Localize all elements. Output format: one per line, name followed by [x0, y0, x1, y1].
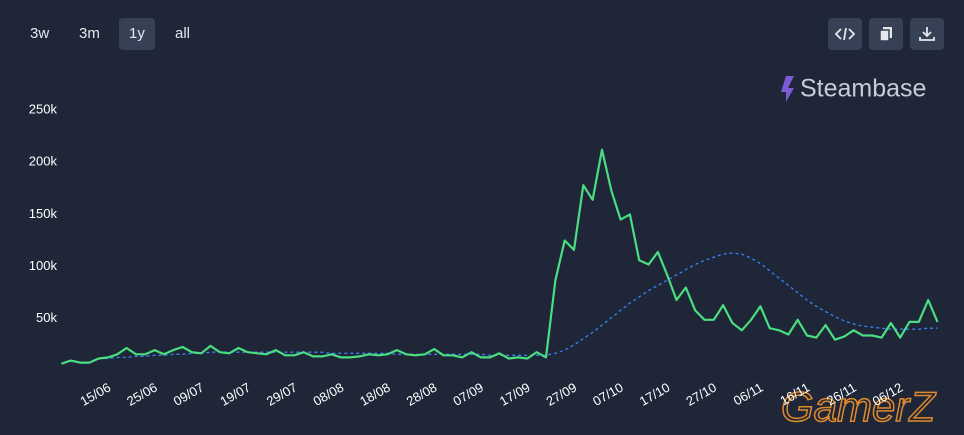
x-tick-label: 29/07 [264, 380, 300, 409]
line [98, 252, 938, 360]
x-tick-label: 16/11 [777, 380, 812, 409]
range-button[interactable]: 1y [119, 18, 155, 50]
x-tick-label: 09/07 [171, 380, 207, 409]
line [61, 148, 939, 365]
download-button[interactable] [910, 18, 944, 50]
x-tick-label: 28/08 [404, 380, 440, 409]
x-tick-label: 15/06 [78, 380, 114, 409]
x-tick-label: 26/11 [824, 380, 859, 409]
x-tick-label: 27/09 [544, 380, 580, 409]
y-tick-label: 150k [29, 206, 58, 221]
y-tick-label: 200k [29, 154, 58, 169]
icon [834, 27, 856, 41]
icon [919, 27, 935, 41]
x-tick-label: 08/08 [311, 380, 347, 409]
x-tick-label: 07/10 [590, 380, 626, 409]
x-tick-label: 07/09 [450, 380, 486, 409]
y-tick-label: 250k [29, 101, 58, 116]
range-button[interactable]: all [175, 25, 191, 42]
x-tick-label: 25/06 [124, 380, 160, 409]
x-tick-label: 17/09 [497, 380, 533, 409]
x-tick-label: 06/12 [870, 380, 906, 409]
logo: Steambase [800, 75, 926, 103]
range-button[interactable]: 3w [30, 25, 50, 42]
x-tick-label: 19/07 [217, 380, 253, 409]
copy-button[interactable] [869, 18, 903, 50]
watermark: GamerZ [781, 383, 936, 430]
embed-button[interactable] [828, 18, 862, 50]
y-tick-label: 50k [36, 310, 57, 325]
x-tick-label: 06/11 [731, 380, 766, 409]
logo-icon [781, 76, 794, 102]
x-tick-label: 27/10 [683, 380, 719, 409]
x-tick-label: 17/10 [637, 380, 673, 409]
range-button[interactable]: 3m [79, 25, 100, 42]
icon [879, 27, 892, 42]
y-tick-label: 100k [29, 258, 58, 273]
x-tick-label: 18/08 [357, 380, 393, 409]
